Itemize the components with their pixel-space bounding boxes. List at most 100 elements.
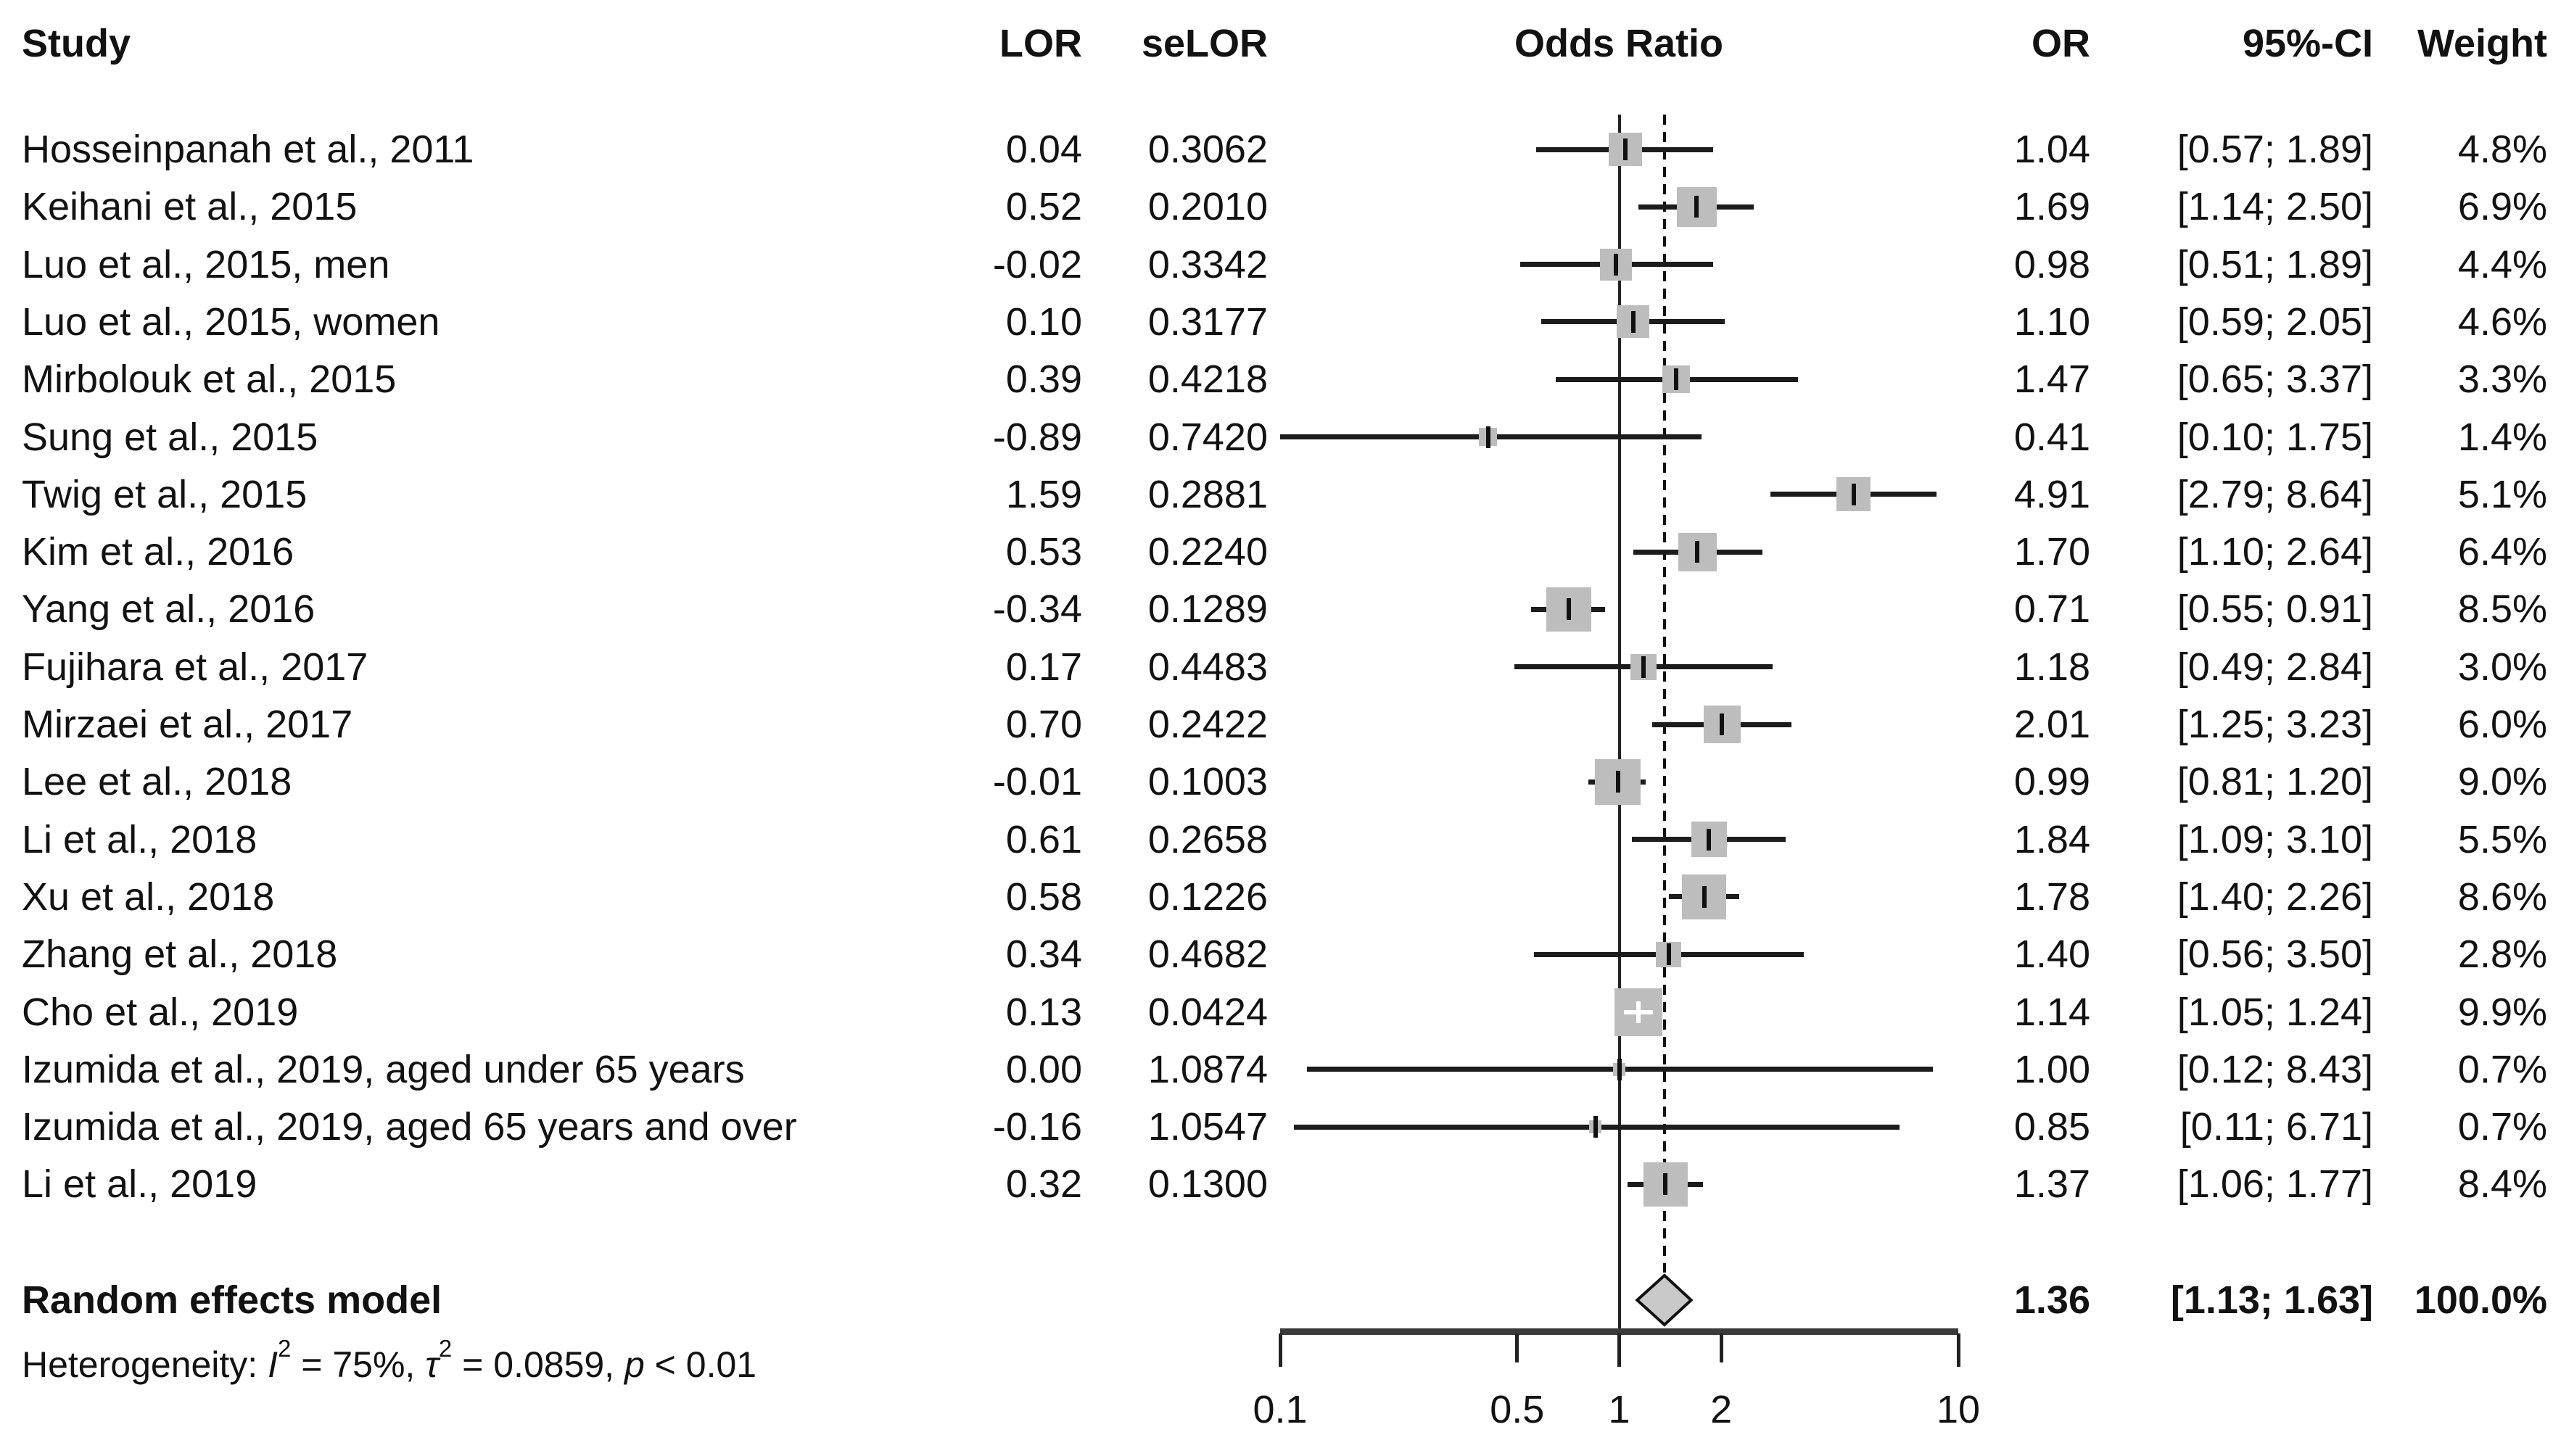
point-estimate-marker [1630, 310, 1636, 333]
lor-value: 0.13 [1005, 990, 1082, 1034]
x-axis-tick [1278, 1333, 1282, 1367]
ci-value: [1.06; 1.77] [2177, 1162, 2373, 1207]
weight-value: 5.5% [2457, 817, 2547, 861]
selor-value: 0.0424 [1147, 990, 1268, 1034]
lor-value: 0.10 [1005, 299, 1082, 344]
selor-value: 1.0874 [1147, 1047, 1268, 1091]
selor-value: 0.2422 [1147, 703, 1268, 746]
lor-value: 0.39 [1005, 357, 1082, 402]
study-label: Twig et al., 2015 [22, 472, 308, 516]
ci-value: [1.09; 3.10] [2177, 817, 2373, 861]
lor-value: 0.00 [1005, 1047, 1082, 1091]
lor-value: -0.34 [992, 587, 1082, 632]
x-axis-tick [1956, 1333, 1960, 1367]
summary-weight-value: 100.0% [2414, 1278, 2547, 1322]
weight-value: 2.8% [2457, 932, 2547, 977]
point-estimate-marker [1617, 1058, 1622, 1080]
selor-value: 0.1289 [1147, 587, 1268, 632]
lor-value: 0.32 [1005, 1162, 1082, 1207]
selor-value: 0.1226 [1147, 874, 1268, 919]
point-estimate-marker [1622, 138, 1628, 160]
ci-value: [0.11; 6.71] [2179, 1105, 2373, 1149]
weight-value: 5.1% [2457, 472, 2547, 516]
study-label: Mirbolouk et al., 2015 [22, 357, 397, 402]
study-label: Izumida et al., 2019, aged 65 years and … [22, 1105, 797, 1149]
x-axis-tick-label: 1 [1608, 1388, 1630, 1431]
point-estimate-marker [1694, 196, 1699, 218]
x-axis-tick [1719, 1333, 1723, 1362]
weight-value: 6.4% [2457, 530, 2547, 574]
point-estimate-marker [1702, 885, 1707, 908]
ci-value: [0.51; 1.89] [2177, 242, 2373, 286]
weight-value: 8.5% [2457, 587, 2547, 632]
selor-value: 0.2010 [1147, 185, 1268, 229]
or-value: 1.10 [2013, 299, 2090, 344]
ci-value: [1.10; 2.64] [2177, 530, 2373, 574]
selor-value: 1.0547 [1147, 1105, 1268, 1149]
point-estimate-marker [1593, 1116, 1598, 1138]
or-value: 1.69 [2013, 185, 2090, 229]
x-axis-tick [1515, 1333, 1519, 1362]
weight-value: 3.0% [2457, 645, 2547, 689]
study-label: Kim et al., 2016 [22, 530, 294, 574]
selor-value: 0.1300 [1147, 1162, 1268, 1207]
study-label: Hosseinpanah et al., 2011 [22, 128, 474, 171]
point-estimate-marker [1641, 655, 1646, 678]
ci-value: [1.14; 2.50] [2177, 185, 2373, 229]
or-value: 1.78 [2013, 874, 2090, 919]
study-label: Luo et al., 2015, men [22, 242, 390, 286]
or-value: 1.70 [2013, 530, 2090, 574]
study-label: Li et al., 2019 [22, 1162, 257, 1207]
lor-value: 0.58 [1005, 874, 1082, 919]
weight-value: 9.9% [2457, 990, 2547, 1034]
heterogeneity-note: Heterogeneity: I2 = 75%, τ2 = 0.0859, p … [22, 1336, 757, 1390]
study-label: Lee et al., 2018 [22, 760, 292, 804]
ci-value: [1.40; 2.26] [2177, 874, 2373, 919]
selor-value: 0.1003 [1147, 760, 1268, 804]
study-label: Izumida et al., 2019, aged under 65 year… [22, 1047, 745, 1091]
heterogeneity-text: = 75%, [291, 1344, 426, 1385]
column-header-odds-ratio: Odds Ratio [1514, 22, 1723, 65]
study-label: Mirzaei et al., 2017 [22, 703, 353, 746]
column-header-selor: seLOR [1141, 22, 1268, 65]
x-axis-tick-label: 0.5 [1490, 1388, 1545, 1431]
study-label: Fujihara et al., 2017 [22, 645, 368, 689]
weight-value: 9.0% [2457, 760, 2547, 804]
weight-value: 8.4% [2457, 1162, 2547, 1207]
point-estimate-marker [1624, 1009, 1654, 1014]
ci-value: [0.56; 3.50] [2177, 932, 2373, 977]
study-label: Yang et al., 2016 [22, 587, 315, 632]
or-value: 0.99 [2013, 760, 2090, 804]
or-value: 1.00 [2013, 1047, 2090, 1091]
x-axis-tick [1617, 1333, 1621, 1367]
lor-value: 0.61 [1005, 817, 1082, 861]
point-estimate-marker [1567, 598, 1571, 621]
study-label: Luo et al., 2015, women [22, 299, 440, 344]
point-estimate-marker [1707, 828, 1712, 851]
pooled-estimate-dashed-line [1662, 115, 1666, 1273]
lor-value: 1.59 [1005, 472, 1082, 516]
study-label: Sung et al., 2015 [22, 415, 318, 459]
ci-value: [0.55; 0.91] [2177, 587, 2373, 632]
ci-value: [0.65; 3.37] [2177, 357, 2373, 402]
or-value: 1.47 [2013, 357, 2090, 402]
selor-value: 0.2658 [1147, 817, 1268, 861]
column-header-or: OR [2032, 22, 2090, 65]
or-value: 1.04 [2013, 128, 2090, 171]
selor-value: 0.3177 [1147, 299, 1268, 344]
lor-value: -0.01 [992, 760, 1082, 804]
lor-value: -0.16 [992, 1105, 1082, 1149]
weight-value: 4.8% [2457, 128, 2547, 171]
or-value: 4.91 [2013, 472, 2090, 516]
or-value: 0.85 [2013, 1105, 2090, 1149]
heterogeneity-text: τ [425, 1344, 439, 1385]
x-axis-tick-label: 10 [1936, 1388, 1981, 1431]
study-label: Xu et al., 2018 [22, 874, 275, 919]
weight-value: 4.6% [2457, 299, 2547, 344]
selor-value: 0.2240 [1147, 530, 1268, 574]
or-value: 1.14 [2013, 990, 2090, 1034]
ci-value: [0.10; 1.75] [2177, 415, 2373, 459]
heterogeneity-text: < 0.01 [644, 1344, 757, 1385]
